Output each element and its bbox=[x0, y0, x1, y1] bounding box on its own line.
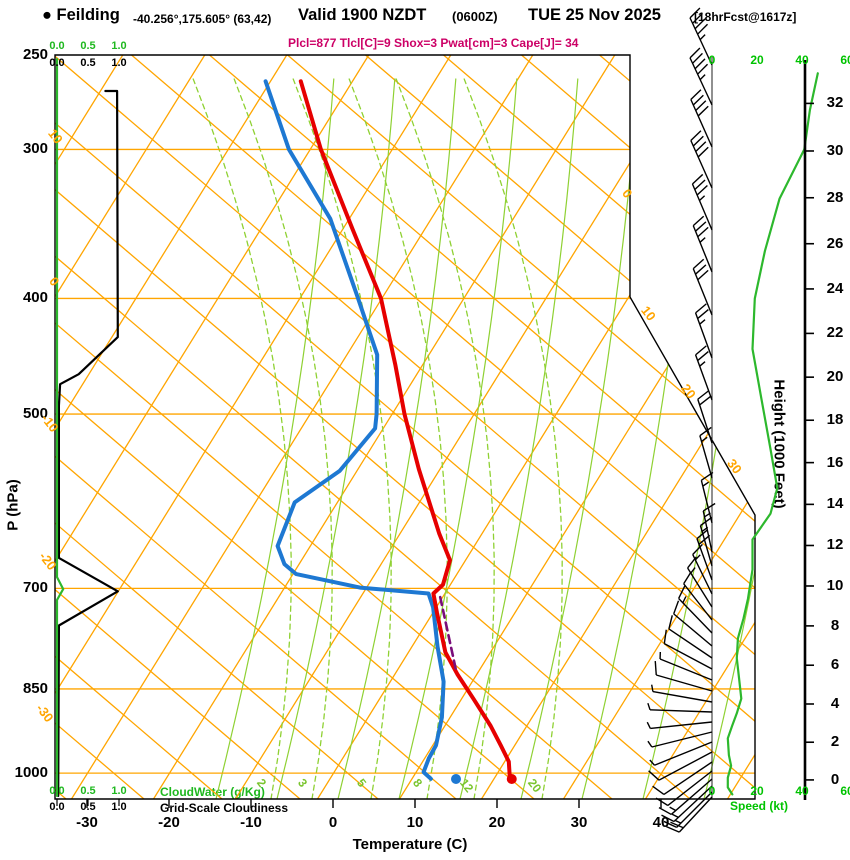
height-tick-label: 6 bbox=[830, 656, 840, 674]
temperature-tick-label: -10 bbox=[240, 814, 262, 831]
height-tick-label: 8 bbox=[830, 616, 840, 634]
cloudwater-tick-label: 0.0 bbox=[49, 40, 65, 52]
cloudwater-axis-title: CloudWater (g/Kg) bbox=[160, 785, 265, 799]
speed-tick-label: 40 bbox=[795, 53, 809, 67]
cloudiness-tick-label: 0.0 bbox=[49, 801, 65, 813]
height-tick-label: 26 bbox=[826, 234, 844, 252]
sounding-parameters-line: Plcl=877 Tlcl[C]=9 Shox=3 Pwat[cm]=3 Cap… bbox=[288, 36, 579, 50]
temperature-axis-title: Temperature (C) bbox=[352, 836, 468, 853]
temperature-tick-label: 20 bbox=[488, 814, 506, 831]
height-tick-label: 20 bbox=[826, 368, 844, 386]
pressure-tick-label: 300 bbox=[22, 140, 48, 158]
speed-tick-label: 20 bbox=[750, 784, 764, 798]
cloudwater-tick-label: 0.5 bbox=[80, 40, 96, 52]
surface-value-dot bbox=[506, 774, 517, 784]
height-tick-label: 14 bbox=[826, 495, 844, 513]
pressure-tick-label: 500 bbox=[22, 405, 48, 423]
cloudwater-tick-label: 0.0 bbox=[49, 785, 65, 797]
forecast-hour-label: [18hrFcst@1617z] bbox=[694, 10, 797, 24]
height-tick-label: 0 bbox=[830, 770, 840, 788]
cloudiness-tick-label: 0.5 bbox=[80, 57, 96, 69]
temperature-tick-label: 30 bbox=[570, 814, 588, 831]
cloudiness-axis-title: Grid-Scale Cloudiness bbox=[160, 801, 289, 815]
station-coords: -40.256°,175.605° (63,42) bbox=[133, 12, 272, 26]
profile-curves bbox=[55, 58, 512, 797]
pressure-tick-label: 400 bbox=[22, 289, 48, 307]
height-tick-label: 4 bbox=[830, 694, 840, 712]
valid-time-label: Valid 1900 NZDT bbox=[298, 6, 427, 24]
pressure-tick-label: 850 bbox=[22, 679, 48, 697]
cloudwater-tick-label: 1.0 bbox=[111, 40, 127, 52]
zulu-time-label: (0600Z) bbox=[452, 9, 498, 24]
height-tick-label: 10 bbox=[826, 576, 844, 594]
temperature-tick-label: 40 bbox=[652, 814, 670, 831]
height-tick-label: 18 bbox=[826, 411, 844, 429]
speed-tick-label: 40 bbox=[795, 784, 809, 798]
height-tick-label: 24 bbox=[826, 279, 844, 297]
speed-tick-label: 20 bbox=[750, 53, 764, 67]
station-title: ● Feilding bbox=[42, 6, 120, 24]
cloudwater-tick-label: 0.5 bbox=[80, 785, 96, 797]
cloudiness-tick-label: 0.5 bbox=[80, 801, 96, 813]
height-axis bbox=[803, 60, 814, 800]
height-tick-label: 30 bbox=[826, 141, 844, 159]
height-tick-label: 16 bbox=[826, 453, 844, 471]
temperature-tick-label: 10 bbox=[406, 814, 424, 831]
pressure-tick-label: 250 bbox=[22, 46, 48, 63]
speed-tick-label: 60 bbox=[840, 53, 850, 67]
height-tick-label: 12 bbox=[826, 536, 844, 554]
valid-date-label: TUE 25 Nov 2025 bbox=[528, 6, 661, 24]
height-tick-label: 22 bbox=[826, 324, 844, 342]
cloudiness-tick-label: 1.0 bbox=[111, 801, 127, 813]
wind-column bbox=[646, 7, 716, 833]
pressure-tick-label: 1000 bbox=[14, 764, 48, 782]
surface-value-dot bbox=[451, 774, 461, 784]
speed-tick-label: 0 bbox=[708, 53, 716, 67]
speed-axis-title: Speed (kt) bbox=[730, 799, 789, 813]
temperature-tick-label: 0 bbox=[328, 814, 338, 831]
height-tick-label: 32 bbox=[826, 94, 844, 112]
temperature-tick-label: -30 bbox=[76, 814, 98, 831]
speed-tick-label: 0 bbox=[708, 784, 716, 798]
cloudiness-tick-label: 0.0 bbox=[49, 57, 65, 69]
height-tick-label: 2 bbox=[830, 733, 840, 751]
cloudiness-tick-label: 1.0 bbox=[111, 57, 127, 69]
cloudwater-tick-label: 1.0 bbox=[111, 785, 127, 797]
pressure-tick-label: 700 bbox=[22, 579, 48, 597]
height-tick-label: 28 bbox=[826, 188, 844, 206]
speed-tick-label: 60 bbox=[840, 784, 850, 798]
skewt-grid bbox=[55, 55, 755, 799]
temperature-tick-label: -20 bbox=[158, 814, 180, 831]
